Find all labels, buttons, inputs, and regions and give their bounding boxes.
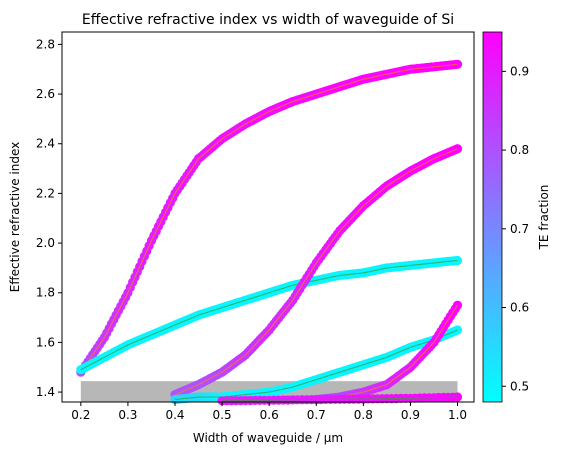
data-point xyxy=(452,144,463,154)
x-tick-label: 0.3 xyxy=(118,408,137,422)
colorbar-tick-label: 0.8 xyxy=(510,143,529,157)
colorbar: 0.5 0.6 0.7 0.8 0.9 TE fraction xyxy=(482,31,551,403)
y-tick-label: 2.2 xyxy=(36,186,55,200)
data-series xyxy=(170,144,463,400)
x-tick-label: 0.8 xyxy=(354,408,373,422)
colorbar-tick-label: 0.9 xyxy=(510,64,529,78)
plot-frame xyxy=(61,31,475,403)
y-tick-label: 2.4 xyxy=(36,137,55,151)
colorbar-tick-label: 0.6 xyxy=(510,301,529,315)
x-tick-label: 0.4 xyxy=(165,408,184,422)
y-tick-label: 1.8 xyxy=(36,286,55,300)
y-tick-label: 1.6 xyxy=(36,335,55,349)
colorbar-ticks: 0.5 0.6 0.7 0.8 0.9 xyxy=(502,64,529,393)
y-axis-ticks: 1.4 1.6 1.8 2.0 2.2 2.4 2.6 2.8 xyxy=(36,37,62,399)
series-layer xyxy=(76,59,463,406)
series-line xyxy=(174,148,458,396)
y-tick-label: 2.8 xyxy=(36,37,55,51)
x-tick-label: 0.2 xyxy=(71,408,90,422)
x-axis-label: Width of waveguide / µm xyxy=(193,431,343,445)
series-line xyxy=(222,396,458,402)
x-tick-label: 0.6 xyxy=(260,408,279,422)
colorbar-label: TE fraction xyxy=(537,185,551,251)
colorbar-gradient xyxy=(482,31,503,403)
colorbar-tick-label: 0.7 xyxy=(510,222,529,236)
y-tick-label: 2.0 xyxy=(36,236,55,250)
series-line xyxy=(80,63,458,373)
chart-title: Effective refractive index vs width of w… xyxy=(82,12,454,28)
data-series xyxy=(76,59,463,377)
x-tick-label: 0.5 xyxy=(213,408,232,422)
plot-area xyxy=(61,31,475,406)
x-tick-label: 1.0 xyxy=(448,408,467,422)
data-series xyxy=(76,255,463,375)
x-tick-label: 0.9 xyxy=(401,408,420,422)
data-point xyxy=(452,59,463,69)
series-line xyxy=(80,259,458,371)
y-axis-label: Effective refractive index xyxy=(8,142,22,293)
y-tick-label: 1.4 xyxy=(36,385,55,399)
y-tick-label: 2.6 xyxy=(36,87,55,101)
colorbar-tick-label: 0.5 xyxy=(510,379,529,393)
data-series xyxy=(217,392,463,406)
x-tick-label: 0.7 xyxy=(307,408,326,422)
x-axis-ticks: 0.2 0.3 0.4 0.5 0.6 0.7 0.8 0.9 1.0 xyxy=(71,402,467,422)
